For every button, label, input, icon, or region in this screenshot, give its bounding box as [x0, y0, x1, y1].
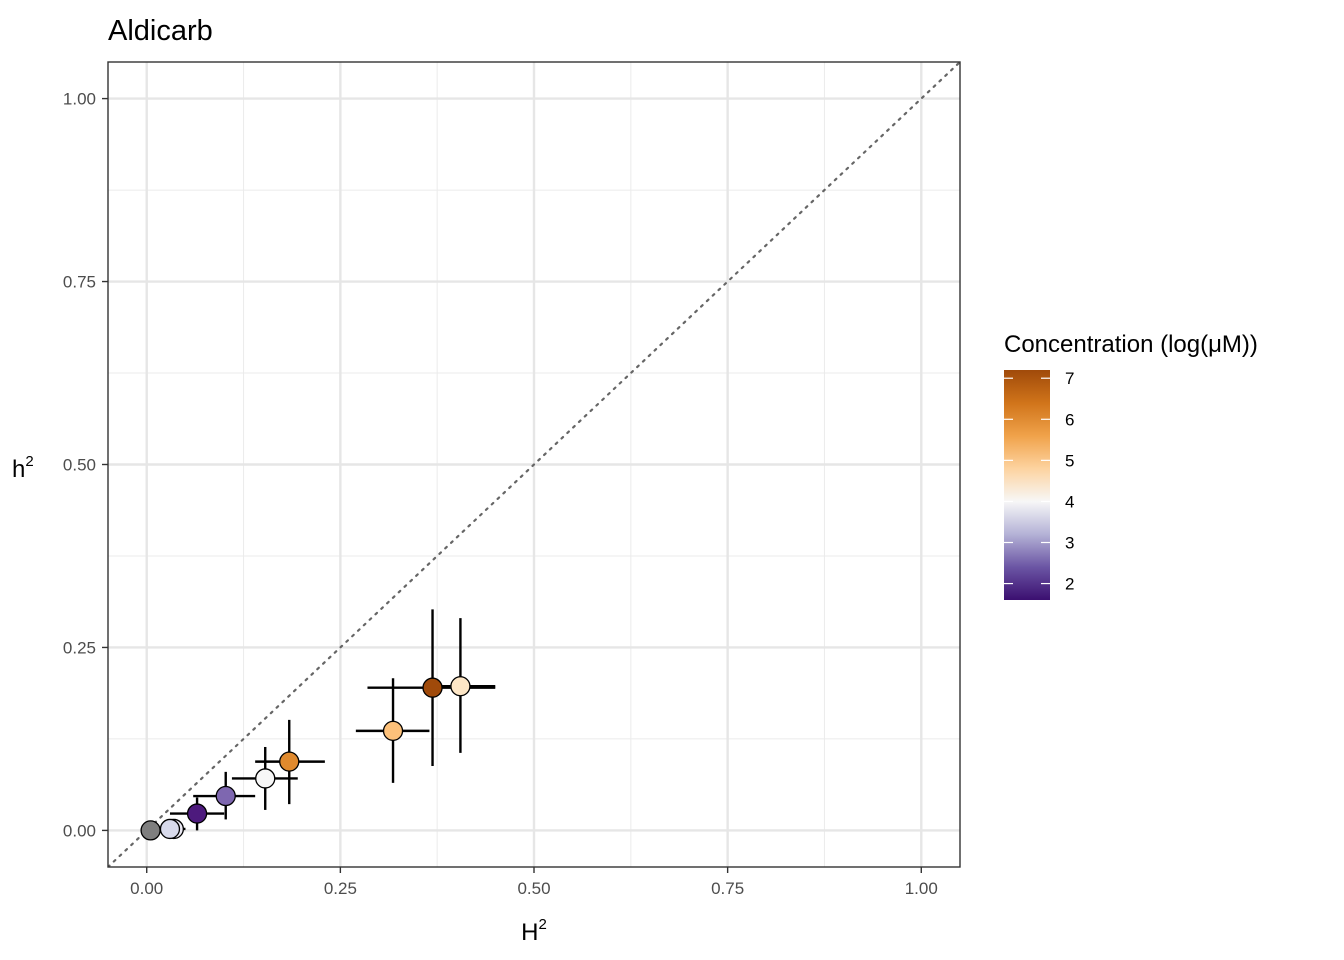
x-tick-label: 0.00 — [130, 879, 163, 898]
identity-reference-line — [108, 62, 960, 867]
x-tick-label: 0.75 — [711, 879, 744, 898]
legend-title: Concentration (log(μM)) — [1004, 331, 1258, 358]
x-axis-title: H2 — [521, 916, 547, 946]
data-point — [422, 677, 443, 698]
colorbar-tick-label: 2 — [1065, 575, 1074, 594]
y-axis-ticks: 0.00 0.25 0.50 0.75 1.00 — [63, 90, 108, 840]
colorbar — [1004, 370, 1050, 600]
colorbar-tick-label: 6 — [1065, 410, 1074, 429]
data-point — [450, 676, 471, 697]
chart-title: Aldicarb — [108, 15, 213, 47]
x-axis-ticks: 0.00 0.25 0.50 0.75 1.00 — [130, 867, 938, 898]
y-tick-label: 0.50 — [63, 456, 96, 475]
x-tick-label: 1.00 — [905, 879, 938, 898]
colorbar-tick-label: 3 — [1065, 534, 1074, 553]
colorbar-ticks: 2 3 4 5 6 7 — [1004, 369, 1074, 594]
data-point — [382, 720, 404, 742]
colorbar-tick-label: 5 — [1065, 451, 1074, 470]
y-tick-label: 0.25 — [63, 638, 96, 657]
y-tick-label: 1.00 — [63, 90, 96, 109]
colorbar-tick-label: 4 — [1065, 492, 1074, 511]
data-point — [279, 751, 300, 772]
colorbar-tick-label: 7 — [1065, 369, 1074, 388]
data-point — [255, 768, 276, 789]
y-tick-label: 0.00 — [63, 821, 96, 840]
data-point — [159, 818, 181, 840]
data-point — [140, 820, 161, 841]
data-point — [215, 785, 236, 807]
data-points — [140, 676, 471, 841]
data-point — [186, 803, 208, 824]
x-tick-label: 0.50 — [517, 879, 550, 898]
x-tick-label: 0.25 — [324, 879, 357, 898]
color-legend: Concentration (log(μM)) 2 3 4 5 6 7 — [1004, 331, 1258, 600]
y-axis-title: h2 — [12, 453, 34, 483]
y-tick-label: 0.75 — [63, 273, 96, 292]
